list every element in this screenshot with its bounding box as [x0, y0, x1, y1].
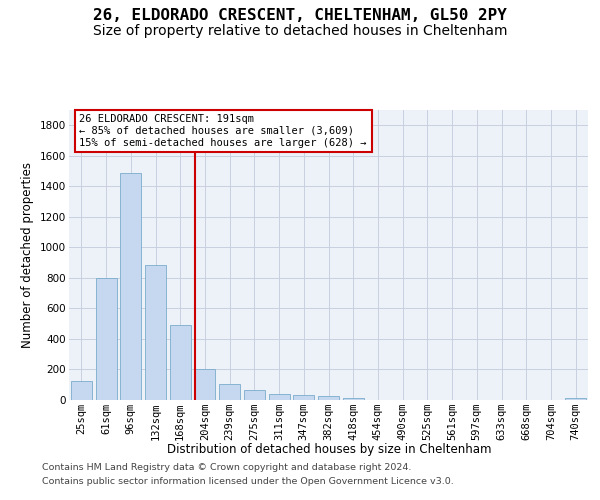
Text: Contains HM Land Registry data © Crown copyright and database right 2024.: Contains HM Land Registry data © Crown c… [42, 464, 412, 472]
Bar [343, 398, 364, 400]
Bar [145, 265, 166, 400]
Bar [318, 396, 339, 400]
Y-axis label: Number of detached properties: Number of detached properties [22, 162, 34, 348]
Bar [95, 278, 116, 400]
Bar [71, 381, 92, 400]
Text: Size of property relative to detached houses in Cheltenham: Size of property relative to detached ho… [93, 24, 507, 38]
Text: Contains public sector information licensed under the Open Government Licence v3: Contains public sector information licen… [42, 477, 454, 486]
Bar [269, 394, 290, 400]
Bar [170, 325, 191, 400]
Bar [293, 395, 314, 400]
Bar [565, 398, 586, 400]
Bar [219, 384, 240, 400]
Text: 26, ELDORADO CRESCENT, CHELTENHAM, GL50 2PY: 26, ELDORADO CRESCENT, CHELTENHAM, GL50 … [93, 8, 507, 22]
Text: 26 ELDORADO CRESCENT: 191sqm
← 85% of detached houses are smaller (3,609)
15% of: 26 ELDORADO CRESCENT: 191sqm ← 85% of de… [79, 114, 367, 148]
Bar [244, 390, 265, 400]
Bar [194, 368, 215, 400]
Bar [120, 172, 141, 400]
Text: Distribution of detached houses by size in Cheltenham: Distribution of detached houses by size … [167, 442, 491, 456]
